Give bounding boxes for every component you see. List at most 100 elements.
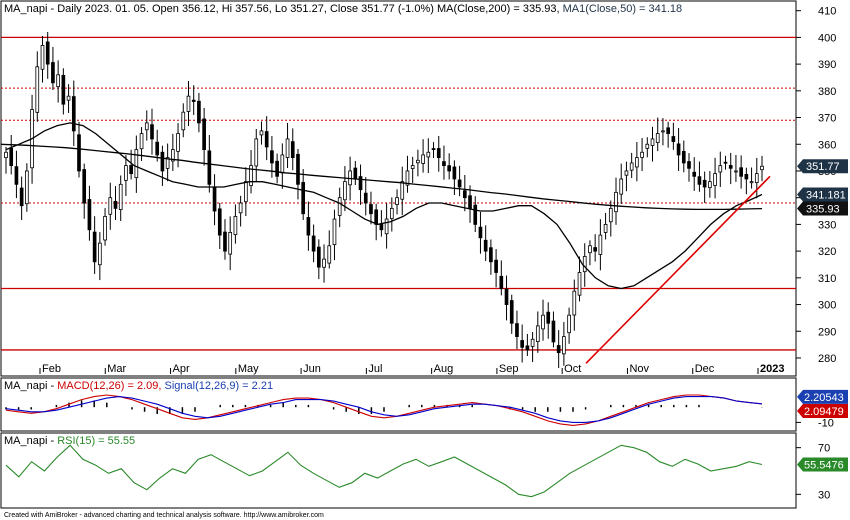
candle	[82, 163, 87, 219]
rsi-header: MA_napi - RSI(15) = 55.55	[4, 435, 135, 447]
candle	[718, 151, 723, 187]
uptrend-line	[585, 175, 771, 364]
candle	[171, 133, 175, 172]
macd-header-prefix: MA_napi -	[4, 380, 57, 392]
candle-body	[515, 323, 519, 337]
candle-body	[244, 181, 248, 203]
candle-body	[176, 133, 180, 152]
macd-line	[5, 394, 763, 426]
candle-body	[577, 272, 582, 296]
candle-body	[171, 149, 175, 162]
candle-body	[442, 161, 446, 167]
candle-body	[233, 215, 238, 236]
ma50-line	[5, 122, 763, 290]
candle-body	[343, 181, 347, 201]
candle	[489, 239, 493, 275]
candle	[165, 143, 170, 182]
candle	[124, 155, 128, 196]
candle-body	[223, 231, 227, 252]
candle	[452, 160, 457, 196]
candle-body	[238, 202, 243, 214]
candle-body	[155, 141, 160, 156]
candle-body	[572, 290, 577, 316]
candle-body	[98, 242, 102, 266]
candle	[19, 176, 24, 220]
candle	[676, 128, 681, 171]
month-label: Nov	[629, 363, 649, 375]
candle	[40, 35, 45, 83]
candle	[447, 153, 452, 180]
candle-body	[186, 95, 191, 112]
candle-body	[51, 62, 55, 84]
candle-body	[436, 148, 441, 159]
candle-body	[358, 176, 363, 191]
candle-body	[640, 151, 644, 158]
candle	[713, 157, 717, 199]
rsi-header-prefix: MA_napi -	[4, 435, 57, 447]
month-label: May	[238, 363, 259, 375]
candle	[264, 116, 269, 161]
candle	[212, 174, 217, 226]
candle-body	[760, 165, 764, 171]
candle-body	[9, 147, 14, 167]
candle	[661, 118, 665, 146]
candle-body	[603, 223, 608, 233]
candle-body	[280, 154, 285, 174]
price-axis-label: 370	[818, 113, 836, 125]
candle-body	[87, 199, 92, 231]
candle	[734, 154, 738, 182]
candle	[692, 157, 697, 191]
candle-body	[457, 179, 462, 188]
candle	[572, 279, 577, 331]
candle	[760, 155, 764, 182]
candle-body	[567, 314, 571, 334]
candle-body	[629, 162, 634, 171]
rsi-value-label: 55.5476	[804, 460, 844, 472]
footer-credit: Created with AmiBroker - advanced charti…	[4, 512, 324, 519]
candle	[233, 204, 238, 244]
candle-body	[103, 215, 107, 241]
candle-body	[447, 165, 452, 172]
candle	[457, 165, 462, 197]
candle	[582, 243, 587, 287]
candle-body	[676, 143, 681, 156]
candle	[71, 80, 76, 146]
candle	[244, 167, 248, 217]
candle-body	[468, 195, 472, 209]
candle-body	[452, 166, 457, 180]
candle-body	[144, 122, 149, 131]
candle	[384, 203, 389, 249]
candle-body	[400, 181, 405, 200]
price-axis-label: 280	[818, 353, 836, 365]
candle-body	[562, 336, 566, 355]
candle	[363, 177, 368, 216]
candle-body	[624, 170, 629, 176]
candle-body	[551, 320, 556, 343]
macd-header-macd: MACD(12,26) = 2.09,	[57, 380, 161, 392]
candle	[186, 80, 191, 127]
candle	[603, 212, 608, 240]
candle-body	[582, 256, 587, 273]
candle-body	[4, 151, 8, 159]
candle-body	[264, 131, 269, 148]
candle-body	[723, 161, 728, 164]
candle-body	[25, 170, 29, 205]
candle	[249, 150, 253, 194]
rsi-axis-label: 70	[818, 443, 830, 455]
candle-body	[749, 181, 754, 184]
candle-body	[556, 345, 561, 354]
candle	[494, 249, 498, 288]
candle-body	[692, 171, 697, 177]
candle	[358, 164, 363, 205]
month-label: 2023	[760, 363, 784, 375]
candle-body	[739, 167, 743, 177]
candle	[275, 153, 279, 184]
candle	[223, 219, 227, 260]
candle	[629, 152, 634, 178]
month-label: Dec	[695, 363, 715, 375]
candle-body	[681, 150, 686, 164]
candle	[197, 92, 201, 133]
macd-value-label: 2.09479	[804, 406, 844, 418]
candle	[650, 126, 655, 162]
candle	[723, 155, 728, 170]
